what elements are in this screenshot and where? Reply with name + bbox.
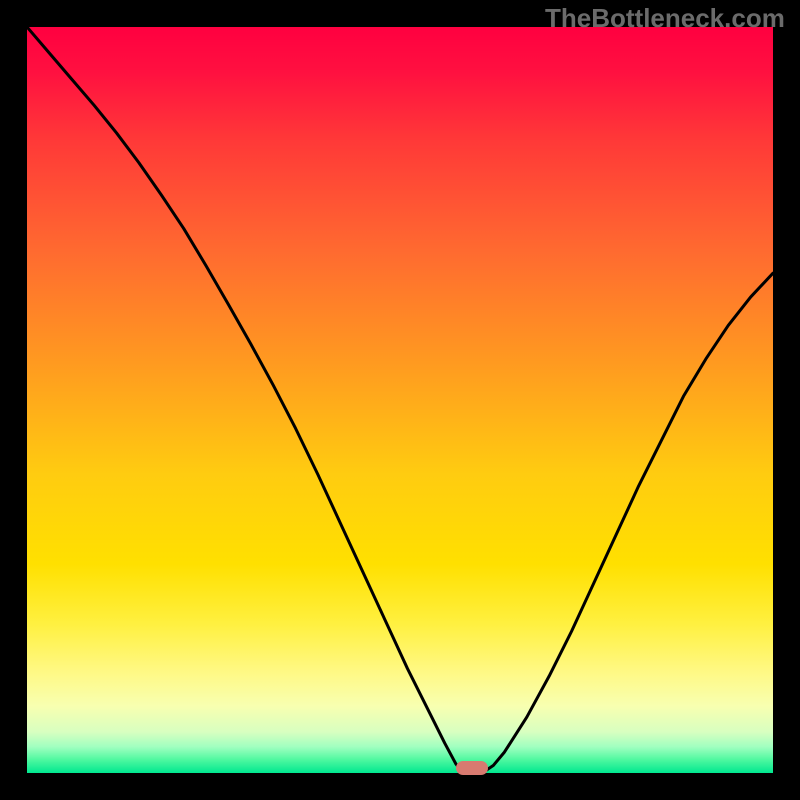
chart-container: TheBottleneck.com bbox=[0, 0, 800, 800]
optimal-point-marker bbox=[456, 761, 488, 775]
plot-area bbox=[27, 27, 773, 773]
bottleneck-curve bbox=[27, 27, 773, 773]
watermark-text: TheBottleneck.com bbox=[545, 3, 785, 34]
